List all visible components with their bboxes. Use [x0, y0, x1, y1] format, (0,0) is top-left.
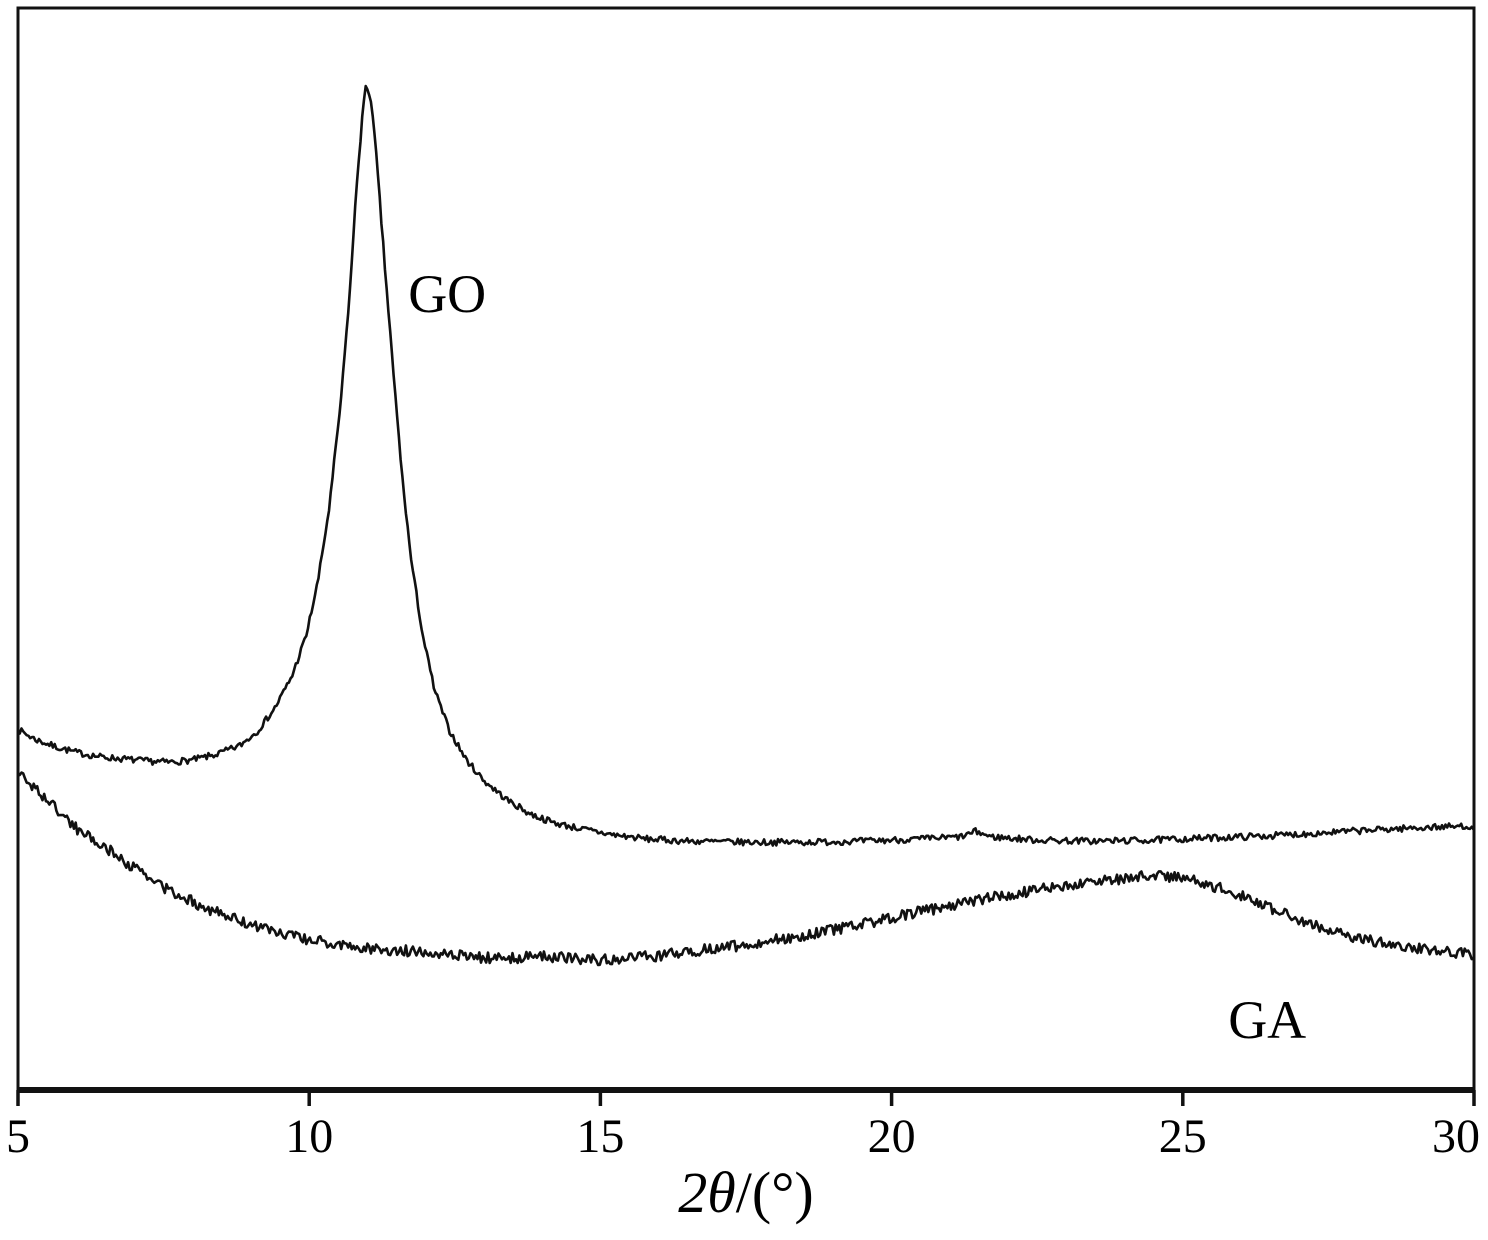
x-axis-tick-label: 15	[576, 1110, 624, 1163]
x-axis-tick-label: 25	[1159, 1110, 1207, 1163]
plot-frame	[16, 6, 1476, 1092]
ticks-layer: 5 10 15 20 25 30	[6, 1090, 1480, 1163]
x-axis-tick-label: 10	[285, 1110, 333, 1163]
go-xrd-curve	[16, 84, 1475, 847]
x-axis-tick-label: 20	[868, 1110, 916, 1163]
curves-layer	[16, 84, 1475, 967]
x-axis-title-symbol: 2θ	[678, 1160, 736, 1225]
x-axis-tick-label: 30	[1432, 1110, 1480, 1163]
x-axis-title-units: /(°)	[736, 1160, 814, 1225]
x-axis-tick-label: 5	[6, 1110, 30, 1163]
curve-label-go: GO	[408, 264, 486, 324]
curve-label-ga: GA	[1228, 990, 1306, 1050]
axes-layer	[16, 6, 1476, 1093]
x-axis-title: 2θ/(°)	[678, 1160, 813, 1225]
ga-xrd-curve	[16, 771, 1475, 967]
